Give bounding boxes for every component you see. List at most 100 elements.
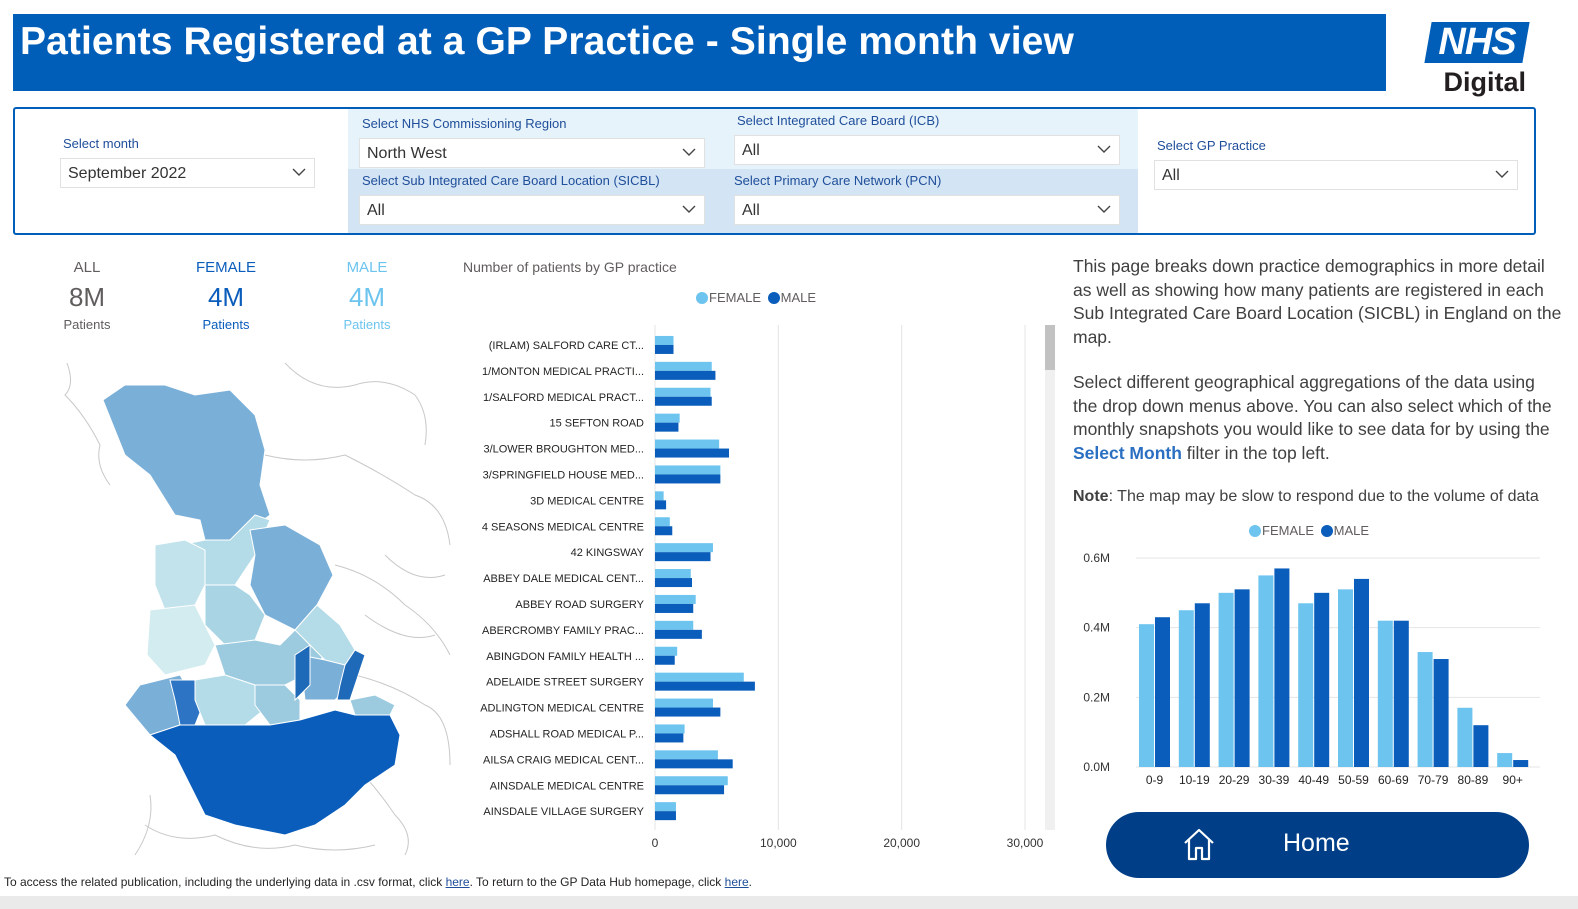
female-bar[interactable] (655, 594, 696, 604)
male-bar[interactable] (655, 344, 674, 354)
map-region-warrington[interactable] (254, 684, 301, 726)
female-bar[interactable] (655, 387, 711, 397)
female-age-bar[interactable] (1218, 592, 1234, 767)
map-region-preston[interactable] (204, 584, 266, 646)
female-age-bar[interactable] (1258, 575, 1274, 767)
male-age-bar[interactable] (1314, 592, 1330, 767)
female-bar[interactable] (655, 750, 718, 760)
male-age-bar[interactable] (1513, 760, 1529, 767)
male-bar[interactable] (655, 370, 716, 380)
female-bar[interactable] (655, 802, 676, 812)
female-age-bar[interactable] (1377, 620, 1393, 767)
map-region-st-helens[interactable] (194, 674, 271, 726)
pcn-dropdown[interactable]: All (734, 195, 1120, 225)
male-age-bar[interactable] (1155, 617, 1170, 767)
male-bar[interactable] (655, 500, 667, 510)
month-dropdown[interactable]: September 2022 (60, 158, 315, 188)
male-bar[interactable] (655, 811, 676, 821)
map-boundary-line (264, 454, 451, 546)
male-bar[interactable] (655, 629, 702, 639)
map-region-tameside[interactable] (349, 694, 396, 716)
male-age-bar[interactable] (1393, 620, 1409, 767)
female-age-bar[interactable] (1139, 624, 1154, 767)
male-bar[interactable] (655, 603, 694, 613)
map-region-cheshire[interactable] (148, 709, 401, 836)
practice-dropdown[interactable]: All (1154, 160, 1518, 190)
pcn-filter-label: Select Primary Care Network (PCN) (734, 173, 942, 188)
male-age-bar[interactable] (1234, 589, 1250, 767)
publication-link[interactable]: here (445, 875, 470, 889)
male-bar[interactable] (655, 759, 733, 769)
female-bar[interactable] (655, 672, 744, 682)
male-bar[interactable] (655, 655, 675, 665)
icb-dropdown[interactable]: All (734, 135, 1120, 165)
female-bar[interactable] (655, 413, 680, 423)
male-bar[interactable] (655, 422, 679, 432)
male-bar[interactable] (655, 526, 673, 536)
male-legend-dot (1320, 525, 1333, 537)
kpi-male-value: 4M (348, 282, 386, 312)
practice-label: ABINGDON FAMILY HEALTH ... (486, 651, 644, 663)
female-bar[interactable] (655, 335, 674, 345)
male-bar[interactable] (655, 474, 721, 484)
female-bar[interactable] (655, 361, 712, 371)
male-bar[interactable] (655, 578, 692, 588)
sicbl-dropdown[interactable]: All (359, 195, 705, 225)
map-region-salford[interactable] (294, 644, 311, 702)
female-bar[interactable] (655, 491, 664, 501)
male-bar[interactable] (655, 396, 712, 406)
sicbl-map[interactable] (55, 355, 455, 860)
female-bar[interactable] (655, 776, 728, 786)
practice-bar-chart[interactable]: 0 10,000 20,000 30,000 (IRLAM) SALFORD CARE … (460, 320, 1060, 860)
female-age-bar[interactable] (1457, 707, 1473, 767)
scrollbar-thumb[interactable] (1045, 325, 1055, 370)
gp-data-hub-link[interactable]: here (724, 875, 749, 889)
male-age-bar[interactable] (1354, 578, 1369, 767)
female-age-bar[interactable] (1298, 603, 1314, 767)
female-bar[interactable] (655, 439, 720, 449)
description-paragraph-1: This page breaks down practice demograph… (1073, 256, 1562, 347)
female-age-bar[interactable] (1338, 589, 1353, 767)
page-title: Patients Registered at a GP Practice - S… (20, 20, 1074, 63)
male-legend-label: MALE (780, 290, 817, 305)
y-tick-label: 0.6M (1083, 551, 1110, 565)
age-chart-legend: FEMALE MALE (1249, 523, 1369, 538)
female-age-bar[interactable] (1497, 753, 1513, 767)
male-bar[interactable] (655, 785, 725, 795)
male-bar[interactable] (655, 681, 755, 691)
practice-label: 1/MONTON MEDICAL PRACTI... (482, 366, 644, 378)
male-age-bar[interactable] (1274, 568, 1290, 767)
region-dropdown[interactable]: North West (359, 138, 705, 168)
male-age-bar[interactable] (1194, 603, 1210, 767)
age-bar-chart[interactable]: 0.0M 0.2M 0.4M 0.6M 0-9 10-19 20-29 30-39 40-49 5… (1070, 545, 1560, 795)
map-region-fylde[interactable] (154, 539, 206, 611)
footer-text-3: . (748, 875, 753, 889)
female-bar[interactable] (655, 465, 721, 475)
male-bar[interactable] (655, 448, 729, 458)
female-bar[interactable] (655, 646, 678, 656)
male-age-bar[interactable] (1433, 659, 1449, 767)
age-band-label: 0-9 (1146, 773, 1164, 787)
map-region-stockport[interactable] (336, 649, 366, 701)
female-bar[interactable] (655, 517, 670, 527)
female-legend-dot (696, 292, 708, 304)
female-age-bar[interactable] (1178, 610, 1194, 767)
scrollbar-track[interactable] (1045, 325, 1055, 830)
chevron-down-icon (292, 168, 306, 176)
male-bar[interactable] (655, 733, 684, 743)
map-region-cumbria[interactable] (102, 384, 271, 541)
home-button[interactable]: Home (1106, 812, 1529, 878)
footer-text-1: To access the related publication, inclu… (4, 875, 446, 889)
male-bar[interactable] (655, 707, 721, 717)
female-bar[interactable] (655, 698, 713, 708)
map-region-southport[interactable] (146, 604, 216, 676)
male-bar[interactable] (655, 552, 711, 562)
kpi-female: FEMALE 4M Patients (176, 259, 276, 332)
male-age-bar[interactable] (1473, 725, 1489, 767)
female-bar[interactable] (655, 543, 713, 553)
female-bar[interactable] (655, 724, 685, 734)
practice-label: ABBEY ROAD SURGERY (515, 599, 644, 611)
female-age-bar[interactable] (1417, 652, 1433, 767)
female-bar[interactable] (655, 620, 694, 630)
female-bar[interactable] (655, 569, 691, 579)
